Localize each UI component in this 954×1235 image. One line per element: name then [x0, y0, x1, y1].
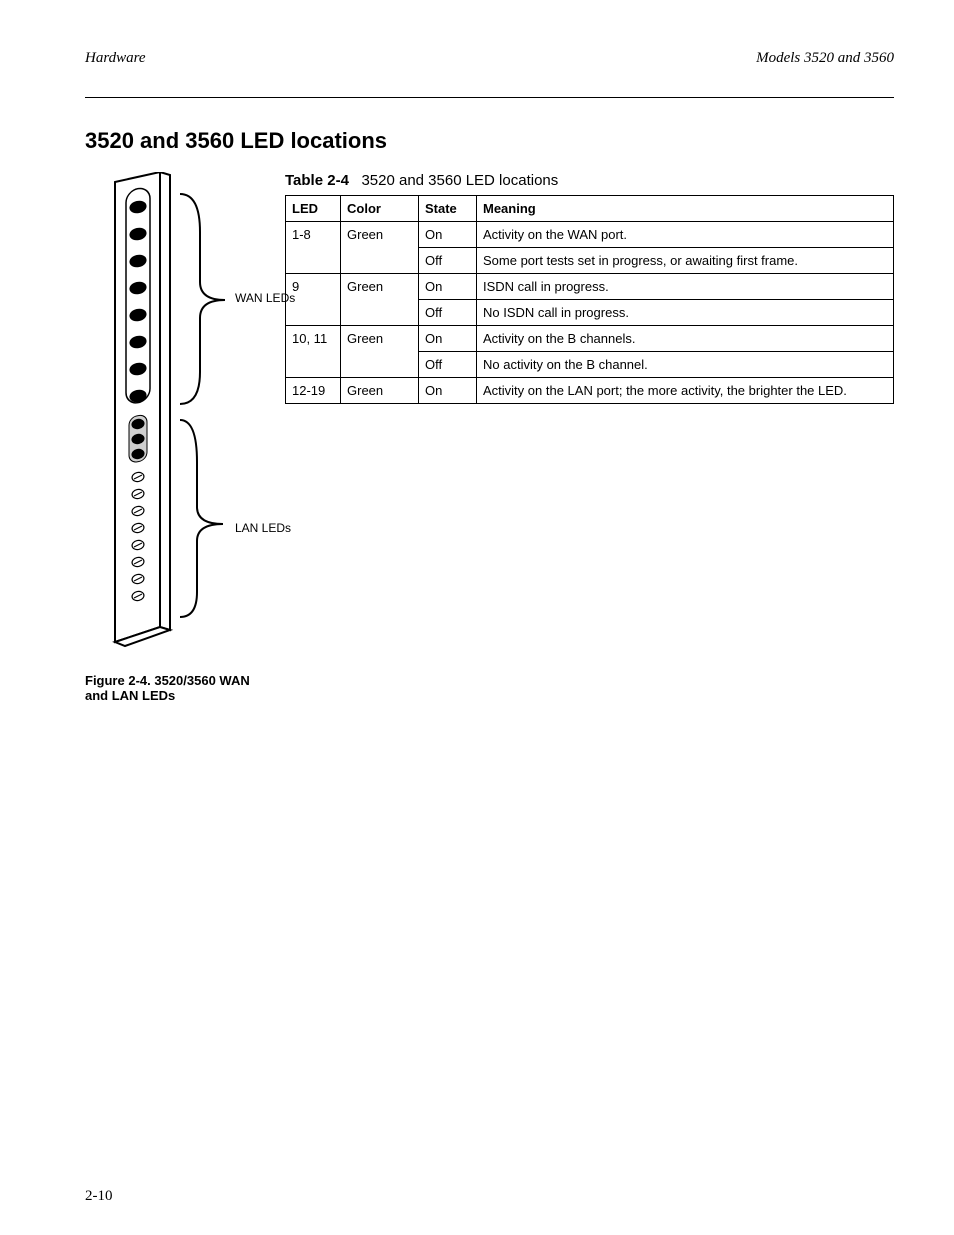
- table-caption-text: 3520 and 3560 LED locations: [361, 172, 558, 189]
- cell-meaning: No activity on the B channel.: [477, 352, 894, 378]
- cell-state: On: [419, 378, 477, 404]
- cell-state: On: [419, 274, 477, 300]
- cell-meaning: ISDN call in progress.: [477, 274, 894, 300]
- cell-color: Green: [341, 274, 419, 326]
- page: Hardware Models 3520 and 3560 3520 and 3…: [0, 0, 954, 1235]
- table-header-row: LED Color State Meaning: [286, 196, 894, 222]
- table-row: 10, 11GreenOnActivity on the B channels.: [286, 326, 894, 352]
- section-title: 3520 and 3560 LED locations: [85, 128, 894, 154]
- figure: WAN LEDs LAN LEDs: [85, 172, 275, 692]
- cell-meaning: Activity on the B channels.: [477, 326, 894, 352]
- th-led: LED: [286, 196, 341, 222]
- content-row: WAN LEDs LAN LEDs: [85, 172, 894, 692]
- cell-meaning: Some port tests set in progress, or awai…: [477, 248, 894, 274]
- cell-meaning: Activity on the LAN port; the more activ…: [477, 378, 894, 404]
- cell-color: Green: [341, 222, 419, 274]
- table-caption-label: Table 2-4: [285, 172, 349, 189]
- header-rule: [85, 97, 894, 98]
- led-panel-illustration: [85, 172, 275, 662]
- header-left: Hardware: [85, 50, 146, 67]
- table-caption: Table 2-4 3520 and 3560 LED locations: [285, 172, 894, 189]
- figure-caption: Figure 2-4. 3520/3560 WAN and LAN LEDs: [85, 673, 275, 703]
- cell-led: 10, 11: [286, 326, 341, 378]
- cell-color: Green: [341, 378, 419, 404]
- table-row: 9GreenOnISDN call in progress.: [286, 274, 894, 300]
- th-color: Color: [341, 196, 419, 222]
- figure-label-wan: WAN LEDs: [235, 292, 295, 305]
- th-meaning: Meaning: [477, 196, 894, 222]
- table-row: 12-19GreenOnActivity on the LAN port; th…: [286, 378, 894, 404]
- cell-led: 12-19: [286, 378, 341, 404]
- cell-led: 1-8: [286, 222, 341, 274]
- cell-state: Off: [419, 248, 477, 274]
- th-state: State: [419, 196, 477, 222]
- figure-label-lan: LAN LEDs: [235, 522, 291, 535]
- header-right: Models 3520 and 3560: [756, 50, 894, 67]
- cell-meaning: No ISDN call in progress.: [477, 300, 894, 326]
- page-header: Hardware Models 3520 and 3560: [85, 50, 894, 67]
- table-area: Table 2-4 3520 and 3560 LED locations LE…: [275, 172, 894, 404]
- cell-state: On: [419, 326, 477, 352]
- cell-color: Green: [341, 326, 419, 378]
- led-table: LED Color State Meaning 1-8GreenOnActivi…: [285, 195, 894, 404]
- table-row: 1-8GreenOnActivity on the WAN port.: [286, 222, 894, 248]
- cell-state: Off: [419, 352, 477, 378]
- page-number: 2-10: [85, 1188, 113, 1205]
- cell-state: On: [419, 222, 477, 248]
- cell-state: Off: [419, 300, 477, 326]
- cell-meaning: Activity on the WAN port.: [477, 222, 894, 248]
